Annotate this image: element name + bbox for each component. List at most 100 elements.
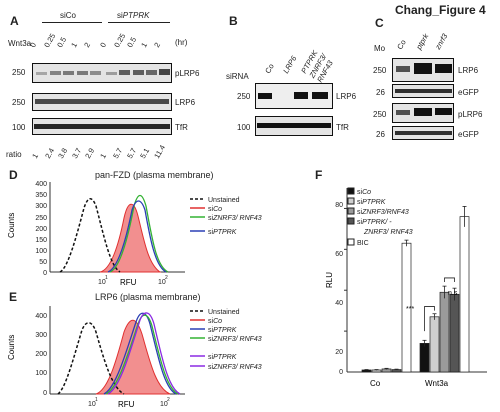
xtick-label: 10 (158, 279, 166, 286)
legend-bic: BIC (357, 240, 369, 247)
legend-name: PTPRK (213, 327, 237, 334)
panel-e-label: E (9, 290, 18, 304)
significance-bracket (424, 306, 435, 332)
sirna-label: siRNA (226, 72, 249, 81)
legend-prefix: si (357, 199, 363, 206)
legend-siptprk: siPTPRK (208, 327, 237, 334)
ytick-label: 20 (335, 349, 343, 356)
xlabel: RFU (118, 400, 135, 409)
xtick-exp: 2 (165, 275, 168, 281)
band (90, 71, 101, 75)
bands-plrp6 (36, 69, 170, 75)
ytick-label: 100 (35, 248, 47, 255)
band (36, 72, 47, 75)
histogram-sico (95, 319, 171, 395)
band (159, 69, 170, 75)
ytick-label: 300 (35, 332, 47, 339)
panel-a-label: A (10, 14, 19, 28)
legend-prefix: si (208, 215, 214, 222)
f-legend: siCo siPTPRK siZNRF3/RNF43 siPTPRK/ - ZN… (347, 187, 413, 247)
panel-c-label: C (375, 16, 384, 30)
significance-marker: n.s (448, 290, 458, 297)
legend-name: ZNRF3/RNF43 (361, 209, 409, 216)
bar (449, 293, 460, 373)
group-label-sico: siCo (60, 11, 77, 20)
mw-marker: 250 (12, 98, 26, 107)
wnt3a-row-label: Wnt3a (8, 39, 32, 48)
ytick-label: 200 (35, 351, 47, 358)
legend-sidouble: siPTPRK/ - (357, 219, 392, 226)
mw-marker: 100 (12, 123, 26, 132)
histogram-siznrf3 (109, 194, 169, 273)
e-legend: Unstained siCo siPTPRK siZNRF3/ RNF43 si… (190, 309, 262, 371)
bar (429, 316, 440, 373)
band (435, 108, 452, 115)
legend-swatch (347, 217, 355, 225)
bar (459, 216, 470, 373)
legend-prefix: si (208, 327, 214, 334)
ylabel: Counts (7, 213, 16, 238)
legend-swatch (347, 207, 355, 215)
legend-prefix: si (208, 229, 214, 236)
bands-c (395, 63, 452, 135)
ylabel: RLU (325, 272, 334, 288)
ytick-label: 350 (35, 192, 47, 199)
blot-name: pLRP6 (175, 69, 200, 78)
ytick-label: 250 (35, 215, 47, 222)
mw-marker: 250 (237, 92, 251, 101)
legend-prefix: si (208, 354, 214, 361)
mw-marker: 100 (237, 123, 251, 132)
xtick-label: 10 (98, 279, 106, 286)
group-line-sico (42, 22, 102, 23)
panel-a: A siCo siPTPRK Wnt3a 0 0.25 0.5 1 2 0 0.… (0, 0, 215, 165)
blot-name: TfR (175, 123, 188, 132)
legend-name: Co (362, 189, 371, 196)
e-xticks: 10 1 10 2 (88, 397, 170, 408)
blot-name: LRP6 (458, 66, 479, 75)
panel-b-label: B (229, 14, 238, 28)
band (35, 99, 169, 104)
significance-bracket (444, 277, 455, 283)
band (77, 71, 88, 75)
legend-prefix: si (208, 364, 214, 371)
band (395, 131, 452, 135)
ytick-label: 50 (39, 259, 47, 266)
legend-name: ZNRF3/ RNF43 (212, 364, 262, 371)
legend-sico: siCo (208, 318, 222, 325)
legend-sico: siCo (357, 189, 371, 196)
legend-swatch (347, 238, 355, 246)
xtick-label: 10 (160, 401, 168, 408)
d-yticks: 400 350 300 250 200 150 100 50 0 (35, 181, 47, 277)
legend-name: Co (213, 318, 222, 325)
panel-f-label: F (315, 168, 323, 182)
d-xticks: 10 1 10 2 (98, 275, 168, 286)
d-legend: Unstained siCo siZNRF3/ RNF43 siPTPRK (190, 197, 262, 236)
xtick-exp: 1 (105, 275, 108, 281)
legend-swatch (347, 197, 355, 205)
blot-name: TfR (336, 123, 349, 132)
mw-marker: 26 (376, 130, 385, 139)
figure-title: Chang_Figure 4 (395, 3, 486, 17)
blot-bands-layer (34, 63, 452, 135)
ytick-label: 150 (35, 237, 47, 244)
bands-lrp6 (35, 99, 169, 104)
band (258, 93, 272, 99)
ytick-label: 200 (35, 226, 47, 233)
legend-name: ZNRF3/ RNF43 (212, 336, 262, 343)
ytick-label: 40 (335, 300, 343, 307)
band (34, 124, 170, 129)
time-unit: (hr) (175, 38, 188, 47)
ytick-label: 0 (43, 270, 47, 277)
legend-sidouble-cont: ZNRF3/ RNF43 (363, 229, 413, 236)
band (396, 66, 410, 72)
band (106, 72, 117, 75)
legend-name: PTPRK/ - (362, 219, 392, 226)
legend-name: PTPRK (213, 229, 237, 236)
legend-name: ZNRF3/ RNF43 (212, 215, 262, 222)
flow-histogram-fzd: 400 350 300 250 200 150 100 50 0 Counts … (7, 181, 262, 287)
band (395, 89, 452, 93)
legend-prefix: si (208, 318, 214, 325)
mw-marker: 250 (373, 110, 387, 119)
mw-marker: 26 (376, 88, 385, 97)
mw-marker: 250 (373, 66, 387, 75)
